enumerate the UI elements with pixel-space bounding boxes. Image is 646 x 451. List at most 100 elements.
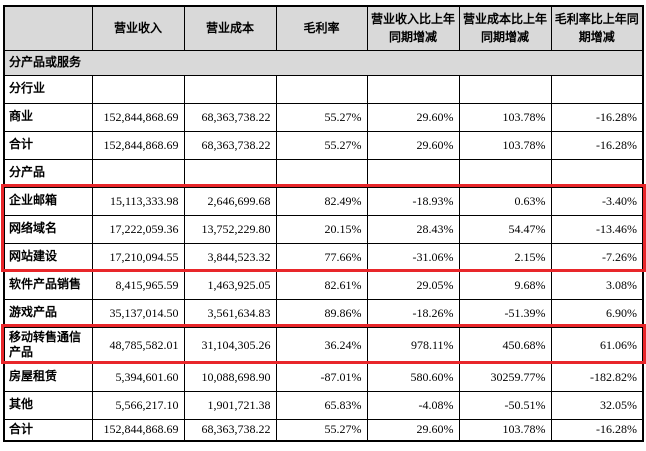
row-label: 企业邮箱 — [3, 186, 93, 216]
table-cell: -7.26% — [550, 242, 644, 272]
table-cell: -18.93% — [366, 186, 460, 216]
table-cell: 13,752,229.80 — [183, 214, 277, 244]
table-cell — [183, 74, 277, 104]
table-cell: 82.61% — [275, 270, 368, 300]
table-row: 房屋租赁 5,394,601.60 10,088,698.90 -87.01% 580.… — [3, 362, 644, 392]
table-cell: -16.28% — [550, 418, 644, 442]
table-row: 移动转售通信产品 48,785,582.01 31,104,305.26 36.24%… — [3, 326, 644, 364]
table-cell: 17,210,094.55 — [91, 242, 185, 272]
table-cell: 3,561,634.83 — [183, 298, 277, 328]
table-cell: 15,113,333.98 — [91, 186, 185, 216]
table-cell: 103.78% — [458, 102, 552, 132]
column-header: 营业收入比上年同期增减 — [366, 5, 460, 51]
table-cell — [550, 158, 644, 188]
column-header: 毛利率 — [275, 5, 368, 51]
table-cell: 5,394,601.60 — [91, 362, 185, 392]
table-cell: 55.27% — [275, 130, 368, 160]
column-header: 营业成本 — [183, 5, 277, 51]
table-cell: 48,785,582.01 — [91, 326, 185, 364]
table-cell: 5,566,217.10 — [91, 390, 185, 420]
table-cell: 30259.77% — [458, 362, 552, 392]
table-cell: -13.46% — [550, 214, 644, 244]
table-cell: 35,137,014.50 — [91, 298, 185, 328]
table-row: 软件产品销售 8,415,965.59 1,463,925.05 82.61% 29.0… — [3, 270, 644, 300]
table-cell — [275, 74, 368, 104]
table-cell: 36.24% — [275, 326, 368, 364]
table-cell: 103.78% — [458, 418, 552, 442]
row-label: 分产品 — [3, 158, 93, 188]
table-cell: 82.49% — [275, 186, 368, 216]
table-cell: 8,415,965.59 — [91, 270, 185, 300]
table-cell — [275, 158, 368, 188]
table-cell: 77.66% — [275, 242, 368, 272]
table-cell: 32.05% — [550, 390, 644, 420]
section-row: 分产品或服务 — [3, 49, 644, 76]
table-body: 分产品或服务 分行业 商业 152,844,868.69 68,363,738.22 55… — [3, 49, 644, 442]
table-cell: -50.51% — [458, 390, 552, 420]
table-cell: 1,463,925.05 — [183, 270, 277, 300]
table-cell: 580.60% — [366, 362, 460, 392]
table-row: 网站建设 17,210,094.55 3,844,523.32 77.66% -31.0… — [3, 242, 644, 272]
row-label: 合计 — [3, 130, 93, 160]
section-row: 分行业 — [3, 74, 644, 104]
table-cell: 65.83% — [275, 390, 368, 420]
table-cell: -18.26% — [366, 298, 460, 328]
table-cell: 6.90% — [550, 298, 644, 328]
table-cell — [550, 74, 644, 104]
table-row: 游戏产品 35,137,014.50 3,561,634.83 89.86% -18.2… — [3, 298, 644, 328]
row-label: 分行业 — [3, 74, 93, 104]
table-cell: 2.15% — [458, 242, 552, 272]
table-row: 合计 152,844,868.69 68,363,738.22 55.27% 29.60… — [3, 418, 644, 442]
row-label: 网站建设 — [3, 242, 93, 272]
table-cell: -31.06% — [366, 242, 460, 272]
table-cell: 10,088,698.90 — [183, 362, 277, 392]
table-row: 企业邮箱 15,113,333.98 2,646,699.68 82.49% -18.9… — [3, 186, 644, 216]
table-row: 其他 5,566,217.10 1,901,721.38 65.83% -4.08% -5… — [3, 390, 644, 420]
table-cell: 28.43% — [366, 214, 460, 244]
table-cell: 152,844,868.69 — [91, 130, 185, 160]
row-label: 分产品或服务 — [3, 49, 644, 76]
table-cell: 3,844,523.32 — [183, 242, 277, 272]
header-row: 营业收入 营业成本 毛利率 营业收入比上年同期增减 营业成本比上年同期增减 毛利率比上年同… — [3, 5, 644, 51]
table-cell: -4.08% — [366, 390, 460, 420]
table-cell — [183, 158, 277, 188]
table-cell: -16.28% — [550, 130, 644, 160]
table-cell: 17,222,059.36 — [91, 214, 185, 244]
table-row: 网络域名 17,222,059.36 13,752,229.80 20.15% 28.4… — [3, 214, 644, 244]
table-cell — [458, 158, 552, 188]
table-cell: 68,363,738.22 — [183, 102, 277, 132]
table-cell: 29.60% — [366, 102, 460, 132]
row-label: 游戏产品 — [3, 298, 93, 328]
table-cell: -3.40% — [550, 186, 644, 216]
table-cell: 152,844,868.69 — [91, 102, 185, 132]
table-row: 合计 152,844,868.69 68,363,738.22 55.27% 29.60… — [3, 130, 644, 160]
table-cell: -51.39% — [458, 298, 552, 328]
segment-breakdown-table: 营业收入 营业成本 毛利率 营业收入比上年同期增减 营业成本比上年同期增减 毛利率比上年同… — [3, 5, 644, 443]
column-header: 营业收入 — [91, 5, 185, 51]
row-label: 房屋租赁 — [3, 362, 93, 392]
table-cell: 450.68% — [458, 326, 552, 364]
table-cell — [91, 158, 185, 188]
table-cell: 3.08% — [550, 270, 644, 300]
table-cell — [366, 74, 460, 104]
row-label: 网络域名 — [3, 214, 93, 244]
row-label: 合计 — [3, 418, 93, 442]
table-cell: -87.01% — [275, 362, 368, 392]
row-label: 商业 — [3, 102, 93, 132]
table-cell: -16.28% — [550, 102, 644, 132]
table-cell: 31,104,305.26 — [183, 326, 277, 364]
table-cell: 68,363,738.22 — [183, 130, 277, 160]
table-cell: 29.60% — [366, 130, 460, 160]
column-header: 营业成本比上年同期增减 — [458, 5, 552, 51]
table-cell: 103.78% — [458, 130, 552, 160]
table-cell: 2,646,699.68 — [183, 186, 277, 216]
table-cell — [91, 74, 185, 104]
table-cell: 89.86% — [275, 298, 368, 328]
table-cell: 54.47% — [458, 214, 552, 244]
table-cell: 29.60% — [366, 418, 460, 442]
table-cell: 68,363,738.22 — [183, 418, 277, 442]
table-header: 营业收入 营业成本 毛利率 营业收入比上年同期增减 营业成本比上年同期增减 毛利率比上年同… — [3, 5, 644, 51]
row-label: 软件产品销售 — [3, 270, 93, 300]
column-header: 毛利率比上年同期增减 — [550, 5, 644, 51]
